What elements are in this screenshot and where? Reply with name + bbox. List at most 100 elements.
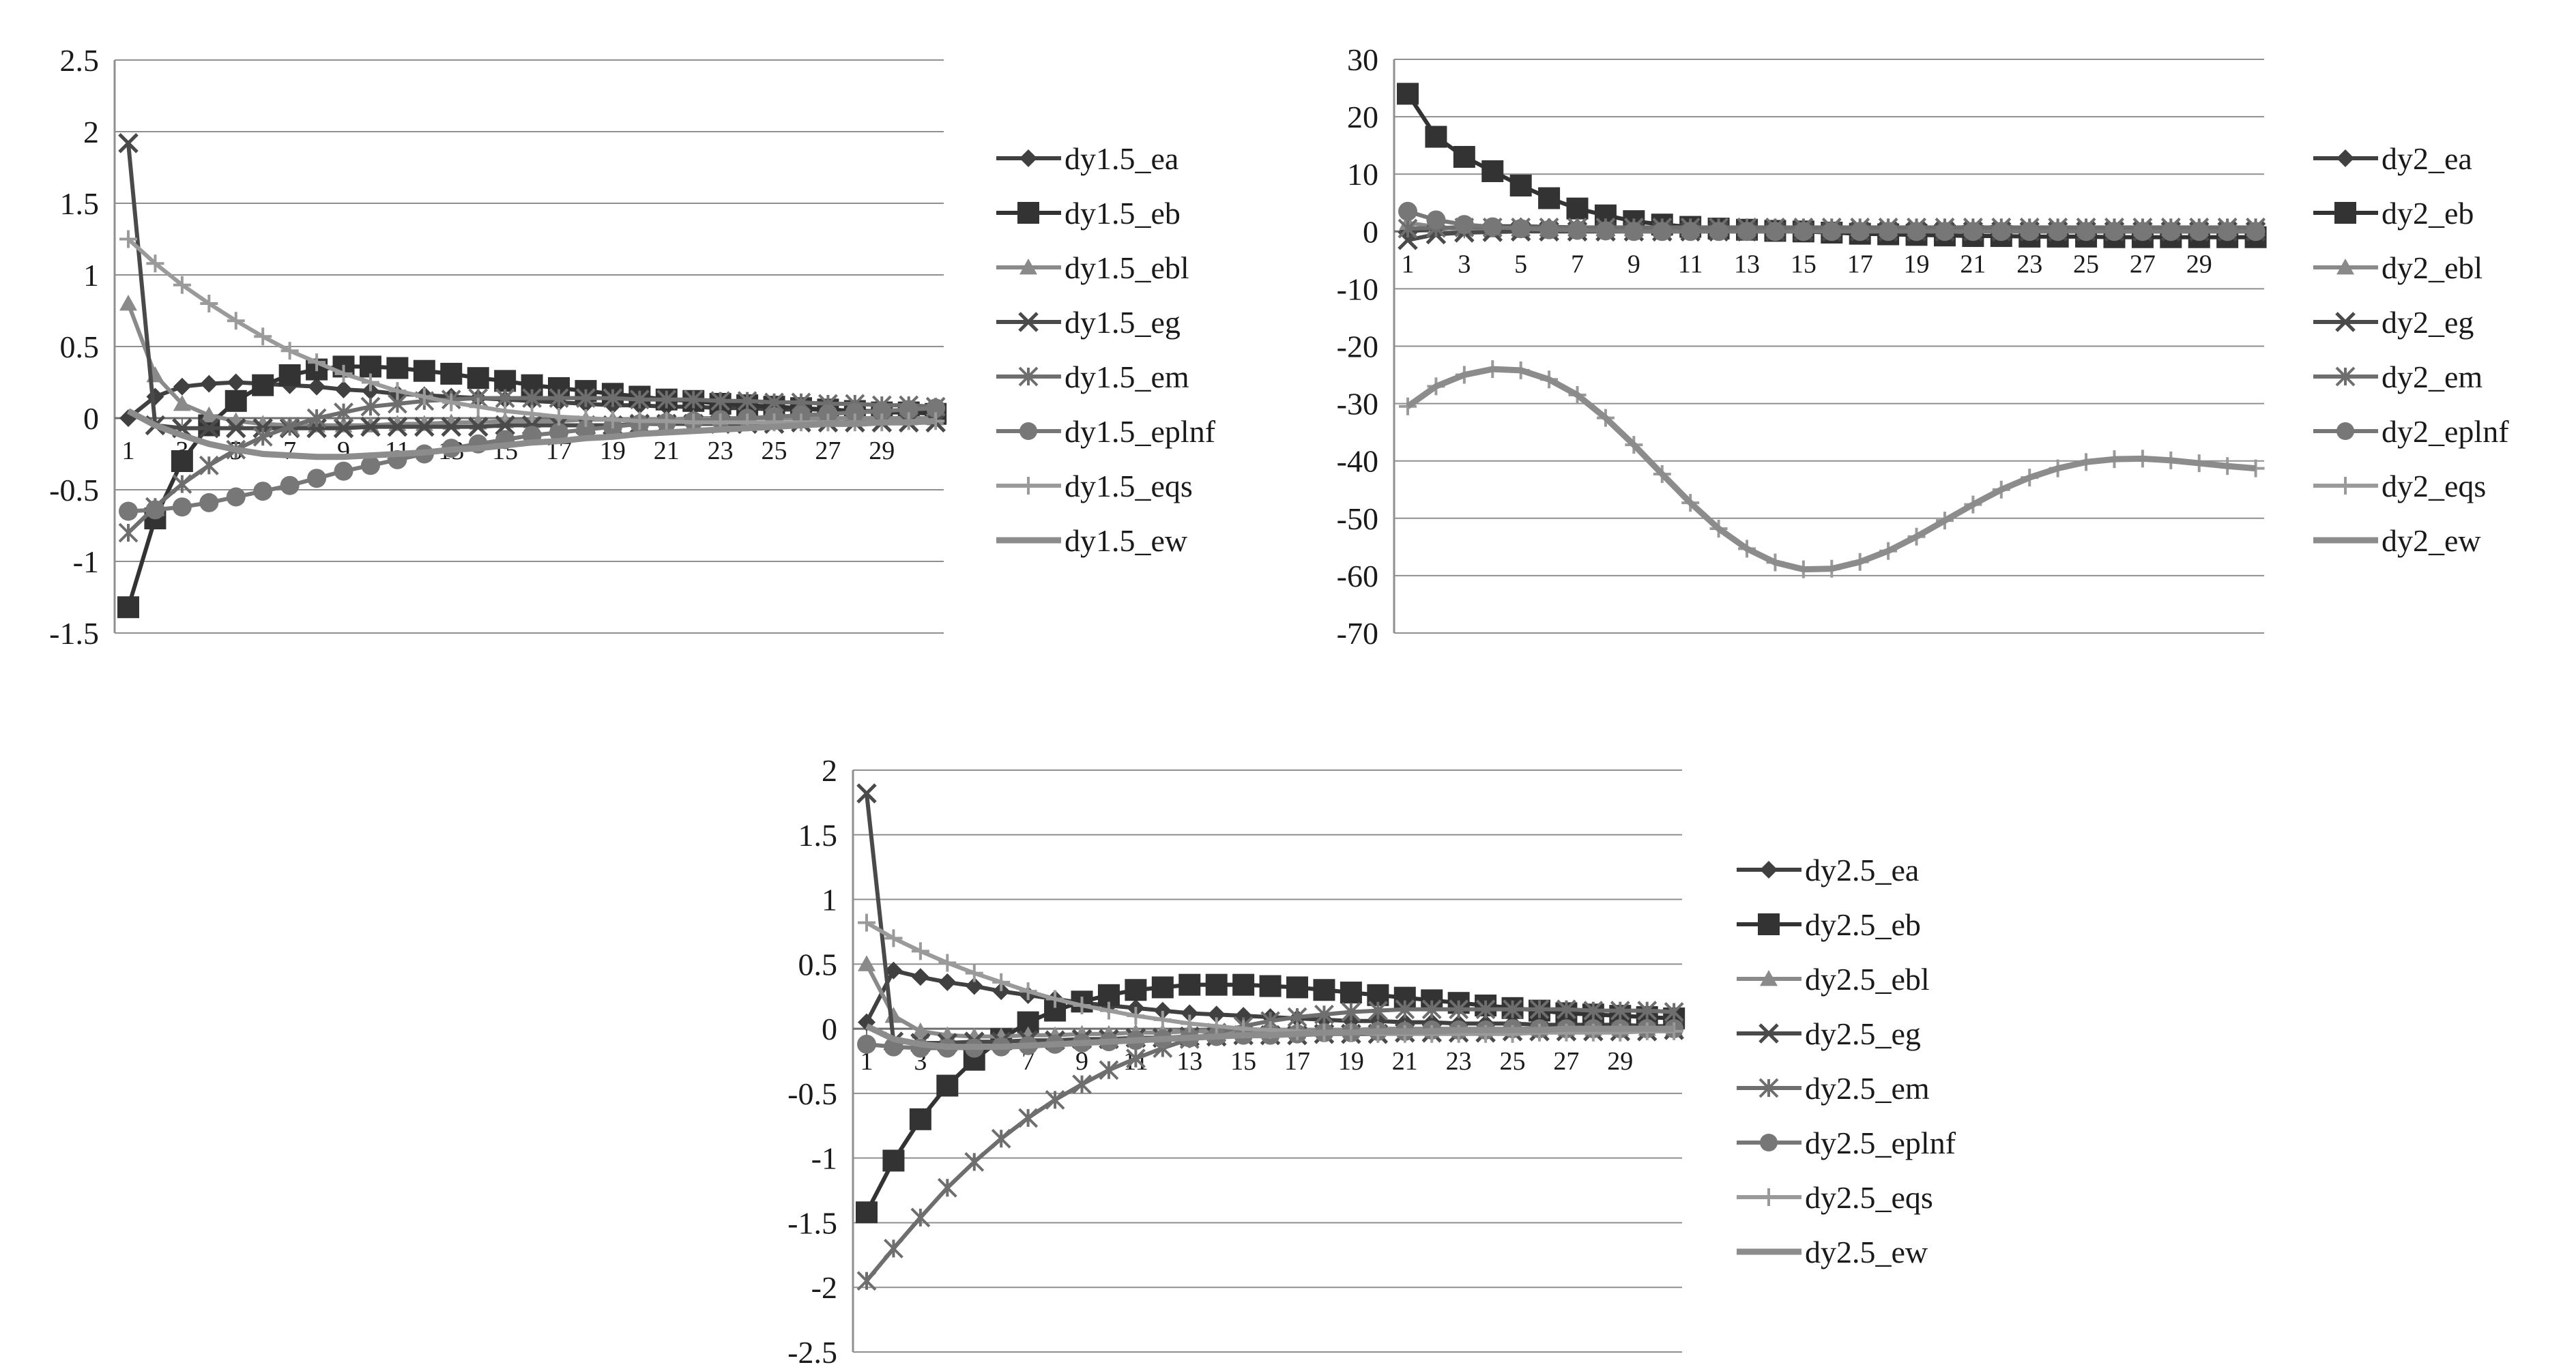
data-point — [172, 474, 192, 495]
data-point — [911, 942, 929, 960]
legend: dy2_ea dy2_eb dy2_ebl dy2_eg dy2_em dy2_eplnf… — [2313, 141, 2509, 558]
data-point — [909, 1108, 931, 1130]
y-tick-label: 30 — [1347, 42, 1378, 77]
data-point — [1567, 220, 1587, 240]
y-tick-label: 2 — [822, 753, 837, 788]
data-point — [1045, 1089, 1065, 1110]
legend-label: dy2.5_ew — [1805, 1235, 1928, 1269]
data-point — [119, 230, 137, 248]
data-point — [173, 395, 191, 411]
data-point — [1822, 222, 1842, 241]
y-tick-label: 1 — [822, 883, 837, 917]
x-tick-label: 13 — [1176, 1047, 1202, 1076]
data-point — [856, 1271, 877, 1291]
data-point — [119, 295, 137, 311]
y-tick-label: 0 — [1363, 214, 1378, 249]
legend-marker — [1759, 1078, 1779, 1098]
data-point — [361, 373, 379, 392]
legend: dy2.5_ea dy2.5_eb dy2.5_ebl dy2.5_eg dy2.5_e… — [1737, 853, 1956, 1269]
data-point — [1556, 999, 1576, 1020]
data-point — [1637, 1001, 1658, 1020]
legend-label: dy2.5_eplnf — [1805, 1126, 1956, 1160]
data-point — [496, 402, 515, 420]
data-point — [577, 409, 595, 427]
legend-item: dy1.5_eplnf — [996, 414, 1216, 449]
x-tick-label: 19 — [600, 437, 626, 465]
legend-label: dy2_eqs — [2382, 469, 2486, 503]
data-point — [1503, 999, 1522, 1020]
data-point — [1367, 1001, 1388, 1020]
data-point — [199, 493, 219, 512]
data-point — [1341, 1002, 1361, 1022]
data-point — [576, 420, 596, 439]
legend-label: dy2.5_em — [1805, 1071, 1930, 1106]
y-tick-label: -70 — [1337, 616, 1378, 651]
legend-label: dy1.5_ea — [1065, 141, 1178, 176]
data-point — [1397, 83, 1419, 105]
data-point — [1398, 201, 1417, 221]
legend-label: dy2.5_ea — [1805, 853, 1919, 887]
legend-item: dy2.5_ea — [1737, 853, 1919, 887]
data-point — [308, 353, 326, 372]
data-point — [710, 391, 731, 411]
data-point — [2246, 222, 2266, 241]
legend-marker — [2336, 477, 2354, 495]
x-tick-label: 25 — [1500, 1047, 1526, 1076]
data-point — [280, 417, 300, 437]
x-tick-label: 9 — [337, 437, 350, 465]
data-point — [118, 133, 139, 153]
legend-label: dy1.5_eg — [1065, 305, 1181, 340]
x-tick-label: 27 — [815, 437, 841, 465]
x-tick-label: 7 — [283, 437, 296, 465]
y-tick-label: 20 — [1347, 100, 1378, 134]
data-point — [1529, 999, 1550, 1020]
x-tick-label: 29 — [869, 437, 895, 465]
data-point — [1481, 160, 1504, 182]
data-point — [252, 426, 273, 447]
data-point — [414, 416, 435, 437]
data-point — [737, 391, 757, 411]
legend-marker — [2335, 312, 2356, 332]
data-point — [964, 1151, 985, 1172]
data-point — [1425, 126, 1447, 148]
data-point — [926, 398, 946, 418]
y-tick-label: 0.5 — [60, 329, 100, 364]
x-tick-label: 19 — [1338, 1047, 1364, 1076]
data-point — [413, 359, 435, 382]
data-point — [334, 402, 353, 423]
data-point — [226, 487, 246, 507]
data-point — [965, 977, 983, 995]
data-point — [280, 342, 299, 360]
y-tick-label: -2 — [811, 1270, 837, 1305]
data-point — [576, 388, 596, 409]
data-point — [388, 382, 407, 400]
data-point — [1907, 222, 1926, 241]
data-point — [253, 482, 273, 501]
data-point — [1018, 1108, 1039, 1128]
data-point — [2076, 222, 2096, 241]
data-point — [495, 415, 515, 436]
data-point — [1314, 1004, 1334, 1025]
legend-marker — [1019, 149, 1037, 167]
x-tick-label: 23 — [1446, 1047, 1472, 1076]
data-point — [173, 276, 191, 294]
data-point — [280, 475, 300, 495]
legend-marker — [2336, 149, 2354, 167]
data-point — [334, 461, 353, 481]
data-point — [225, 389, 247, 412]
data-point — [119, 501, 138, 521]
series-line — [1406, 366, 2256, 573]
data-point — [1664, 1002, 1684, 1022]
series-line — [865, 793, 1675, 1045]
data-point — [1793, 222, 1813, 241]
series-line — [1406, 367, 2256, 572]
data-point — [1207, 1005, 1226, 1024]
data-point — [1652, 222, 1672, 241]
data-point — [200, 374, 218, 393]
legend-marker — [1758, 913, 1780, 935]
legend-item: dy2.5_eplnf — [1737, 1126, 1956, 1160]
data-point — [936, 1074, 959, 1097]
data-point — [442, 393, 461, 411]
x-tick-label: 5 — [1514, 250, 1527, 278]
